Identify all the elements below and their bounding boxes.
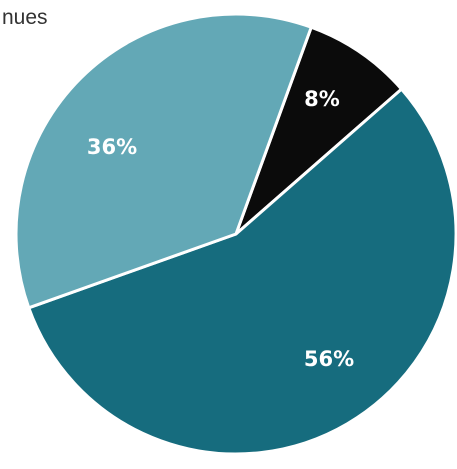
slice-label-8: 8% [304,87,340,111]
pie-slice-56 [27,87,457,456]
slice-label-56: 56% [304,347,354,371]
pie-slice-36 [14,12,313,310]
pie-slice-8 [234,25,404,236]
chart-title: nues [2,6,48,29]
slice-label-36: 36% [87,135,137,159]
